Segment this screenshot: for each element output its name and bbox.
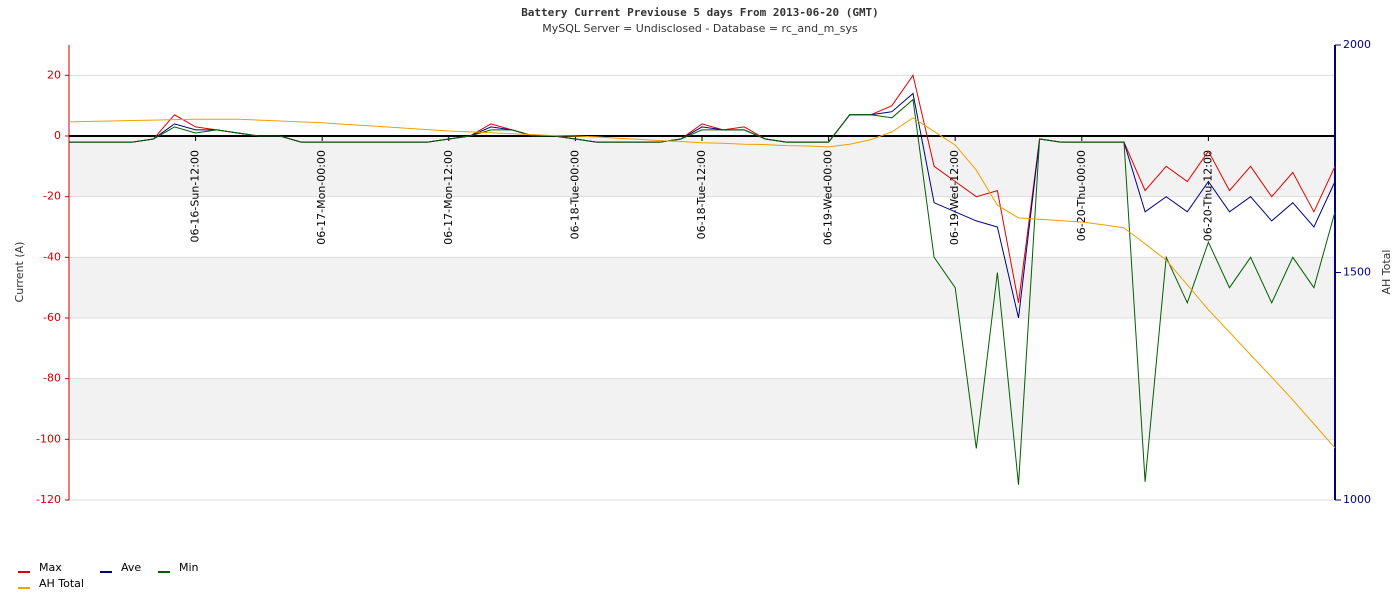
legend-label: Min [179,561,199,574]
x-tick-label: 06-17-Mon-12:00 [442,150,455,245]
y-tick-label: -120 [36,493,61,506]
series-line [68,117,1336,449]
y2-tick-label: 1000 [1343,493,1371,506]
x-tick-label: 06-18-Tue-00:00 [568,150,581,239]
legend-label: Ave [121,561,141,574]
x-tick-label: 06-16-Sun-12:00 [189,150,202,243]
x-tick-label: 06-19-Wed-00:00 [822,150,835,245]
chart-title: Battery Current Previouse 5 days From 20… [521,6,879,19]
chart-subtitle: MySQL Server = Undisclosed - Database = … [542,22,858,35]
y-tick-label: -80 [43,372,61,385]
x-tick-label: 06-19-Wed-12:00 [948,150,961,245]
y-tick-label: 0 [54,129,61,142]
y-tick-label: -100 [36,432,61,445]
y-tick-label: -20 [43,190,61,203]
y-tick-label: -60 [43,311,61,324]
x-tick-label: 06-17-Mon-00:00 [315,150,328,245]
y-tick-label: 20 [47,68,61,81]
y2-axis-label: AH Total [1380,250,1393,295]
legend-label: Max [39,561,62,574]
y2-tick-label: 1500 [1343,266,1371,279]
series-line [69,98,1336,485]
y-axis-label: Current (A) [13,242,26,303]
x-tick-label: 06-20-Thu-00:00 [1075,150,1088,241]
grid-band [69,257,1335,318]
legend-label: AH Total [39,577,84,590]
x-tick-label: 06-20-Thu-12:00 [1201,150,1214,241]
x-tick-label: 06-18-Tue-12:00 [695,150,708,239]
grid-band [69,378,1335,440]
y-tick-label: -40 [43,250,61,263]
y2-tick-label: 2000 [1343,38,1371,51]
